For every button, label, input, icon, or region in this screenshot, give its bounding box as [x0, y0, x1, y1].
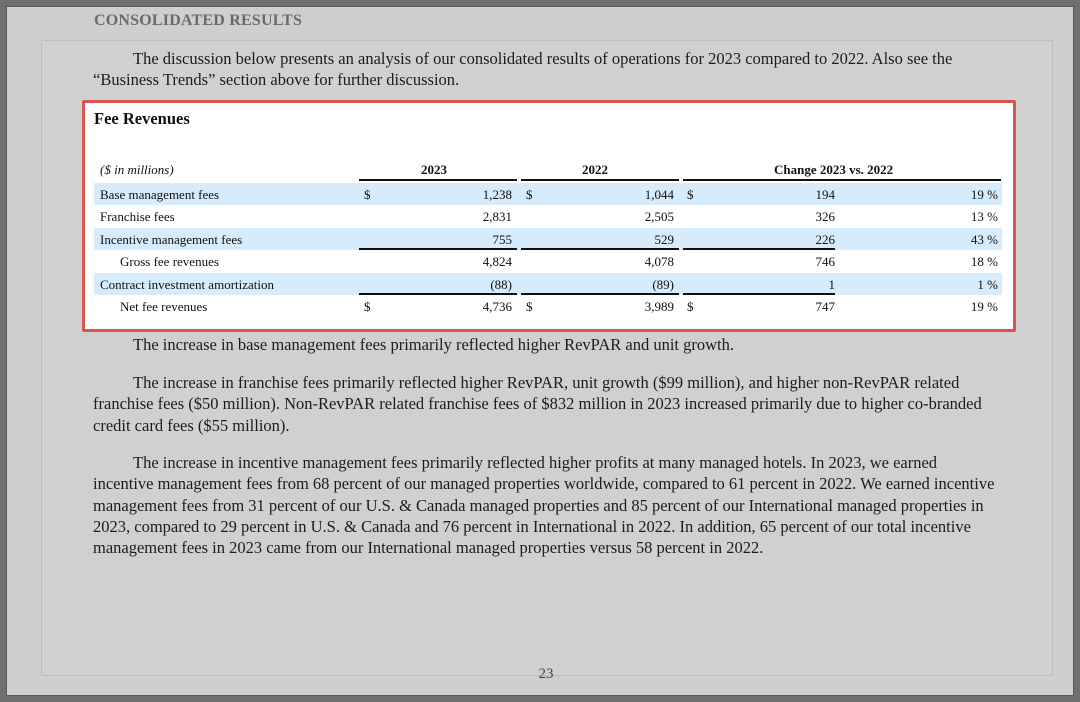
- row-label: Franchise fees: [100, 209, 175, 224]
- fee-revenues-highlight: Fee Revenues ($ in millions) 2023 2022 C…: [82, 100, 1016, 332]
- header-change: Change 2023 vs. 2022: [774, 162, 894, 177]
- paragraph-text: The increase in base management fees pri…: [133, 335, 734, 354]
- value-2023: 755: [492, 231, 513, 247]
- row-label: Base management fees: [100, 186, 220, 202]
- header-underline-2023: [359, 179, 517, 181]
- header-underline-change: [683, 179, 1001, 181]
- value-2023: 2,831: [482, 209, 512, 224]
- table-row: Base management fees $1,238 $1,044 $194 19 %: [94, 182, 1002, 205]
- subtotal-underline: [521, 247, 679, 250]
- header-underline-2022: [521, 179, 679, 181]
- value-change: 1: [828, 276, 836, 292]
- paragraph-text: The increase in incentive management fee…: [93, 453, 995, 558]
- value-change: 746: [815, 254, 836, 269]
- subtotal-underline: [521, 292, 679, 295]
- value-change-percent: 19 %: [970, 186, 998, 202]
- table-header-row: ($ in millions) 2023 2022 Change 2023 vs…: [94, 160, 1002, 183]
- table-row: Contract investment amortization (88) (89)…: [94, 272, 1002, 295]
- body-paragraph: The increase in base management fees pri…: [93, 334, 998, 355]
- value-change: 194: [815, 186, 836, 202]
- value-change: 326: [815, 209, 836, 224]
- value-2023: 1,238: [482, 186, 512, 202]
- value-2022: 2,505: [644, 209, 674, 224]
- row-label: Incentive management fees: [100, 231, 243, 247]
- value-2023: 4,824: [482, 254, 512, 269]
- value-2022: 529: [654, 231, 675, 247]
- row-label: Gross fee revenues: [120, 254, 219, 269]
- dollar-sign: $: [364, 299, 371, 314]
- section-title: CONSOLIDATED RESULTS: [94, 12, 303, 29]
- page-number: 23: [538, 666, 554, 682]
- value-change-percent: 18 %: [970, 254, 998, 269]
- value-change-percent: 1 %: [977, 276, 998, 292]
- header-2023: 2023: [421, 162, 447, 177]
- dollar-sign: $: [526, 186, 533, 202]
- table-row: Franchise fees 2,831 2,505 326 13 %: [94, 205, 1002, 228]
- value-2023: 4,736: [482, 299, 512, 314]
- value-2022: 4,078: [644, 254, 674, 269]
- subtotal-underline: [683, 292, 835, 295]
- value-change-percent: 43 %: [970, 231, 998, 247]
- value-2022: 1,044: [644, 186, 674, 202]
- value-2022: (89): [652, 276, 674, 292]
- subtotal-underline: [359, 247, 517, 250]
- subtotal-underline: [683, 247, 835, 250]
- row-label: Contract investment amortization: [100, 276, 275, 292]
- row-label: Net fee revenues: [120, 299, 208, 314]
- table-row: Net fee revenues $4,736 $3,989 $747 19 %: [94, 295, 1002, 318]
- fee-table-title: Fee Revenues: [94, 109, 190, 128]
- header-2022: 2022: [582, 162, 608, 177]
- fee-revenues-table: ($ in millions) 2023 2022 Change 2023 vs…: [94, 160, 1002, 318]
- table-body: Base management fees $1,238 $1,044 $194 19 %…: [94, 182, 1002, 318]
- value-2023: (88): [490, 276, 512, 292]
- table-row: Incentive management fees 755 529 226 43 %: [94, 227, 1002, 250]
- value-change-percent: 13 %: [970, 209, 998, 224]
- value-2022: 3,989: [644, 299, 674, 314]
- body-paragraph: The increase in franchise fees primarily…: [93, 372, 998, 436]
- value-change: 226: [815, 231, 836, 247]
- body-paragraph: The increase in incentive management fee…: [93, 452, 998, 558]
- intro-text: The discussion below presents an analysi…: [93, 49, 953, 90]
- intro-paragraph: The discussion below presents an analysi…: [93, 48, 998, 91]
- dollar-sign: $: [687, 186, 694, 202]
- dollar-sign: $: [687, 299, 694, 314]
- table-row: Gross fee revenues 4,824 4,078 746 18 %: [94, 250, 1002, 273]
- value-change-percent: 19 %: [970, 299, 998, 314]
- dollar-sign: $: [364, 186, 371, 202]
- units-label: ($ in millions): [100, 162, 174, 177]
- paragraph-text: The increase in franchise fees primarily…: [93, 373, 982, 435]
- value-change: 747: [815, 299, 836, 314]
- subtotal-underline: [359, 292, 517, 295]
- dollar-sign: $: [526, 299, 533, 314]
